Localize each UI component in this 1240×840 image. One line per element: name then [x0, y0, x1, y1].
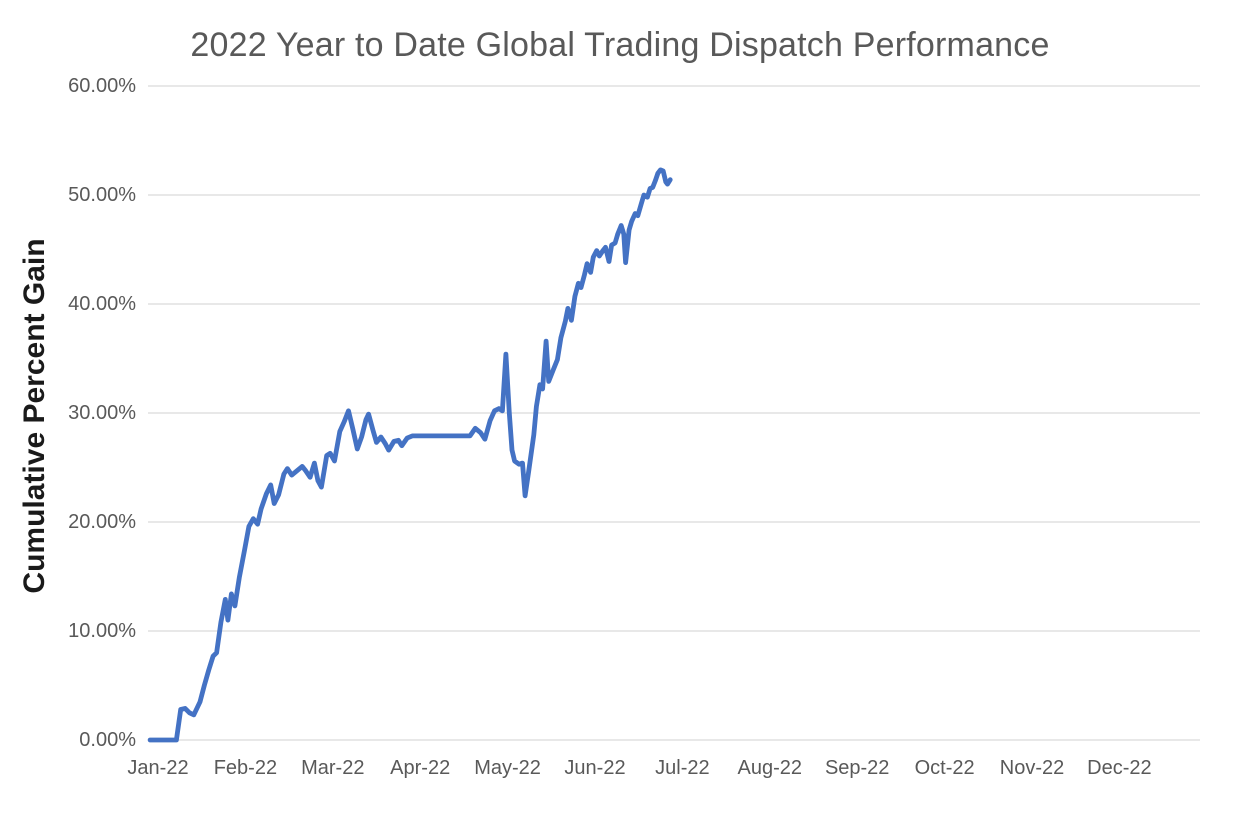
x-tick-label: Jan-22	[127, 757, 189, 779]
y-tick-label: 10.00%	[68, 620, 136, 642]
y-tick-label: 50.00%	[68, 184, 136, 206]
chart-title: 2022 Year to Date Global Trading Dispatc…	[190, 26, 1050, 64]
x-tick-label: Apr-22	[390, 757, 451, 779]
x-tick-label: Dec-22	[1087, 757, 1152, 779]
x-tick-label: May-22	[474, 757, 541, 779]
x-tick-label: Feb-22	[213, 757, 278, 779]
y-tick-label: 20.00%	[68, 511, 136, 533]
x-tick-label: Oct-22	[914, 757, 975, 779]
x-tick-label: Sep-22	[824, 757, 890, 779]
x-tick-label: Nov-22	[999, 757, 1065, 779]
y-tick-label: 0.00%	[79, 729, 136, 751]
y-tick-label: 30.00%	[68, 402, 136, 424]
y-tick-label: 60.00%	[68, 75, 136, 97]
x-tick-label: Aug-22	[737, 757, 803, 779]
x-tick-label: Jun-22	[564, 757, 626, 779]
y-tick-label: 40.00%	[68, 293, 136, 315]
x-tick-label: Mar-22	[301, 757, 365, 779]
performance-line	[147, 167, 673, 743]
x-tick-label: Jul-22	[655, 757, 710, 779]
